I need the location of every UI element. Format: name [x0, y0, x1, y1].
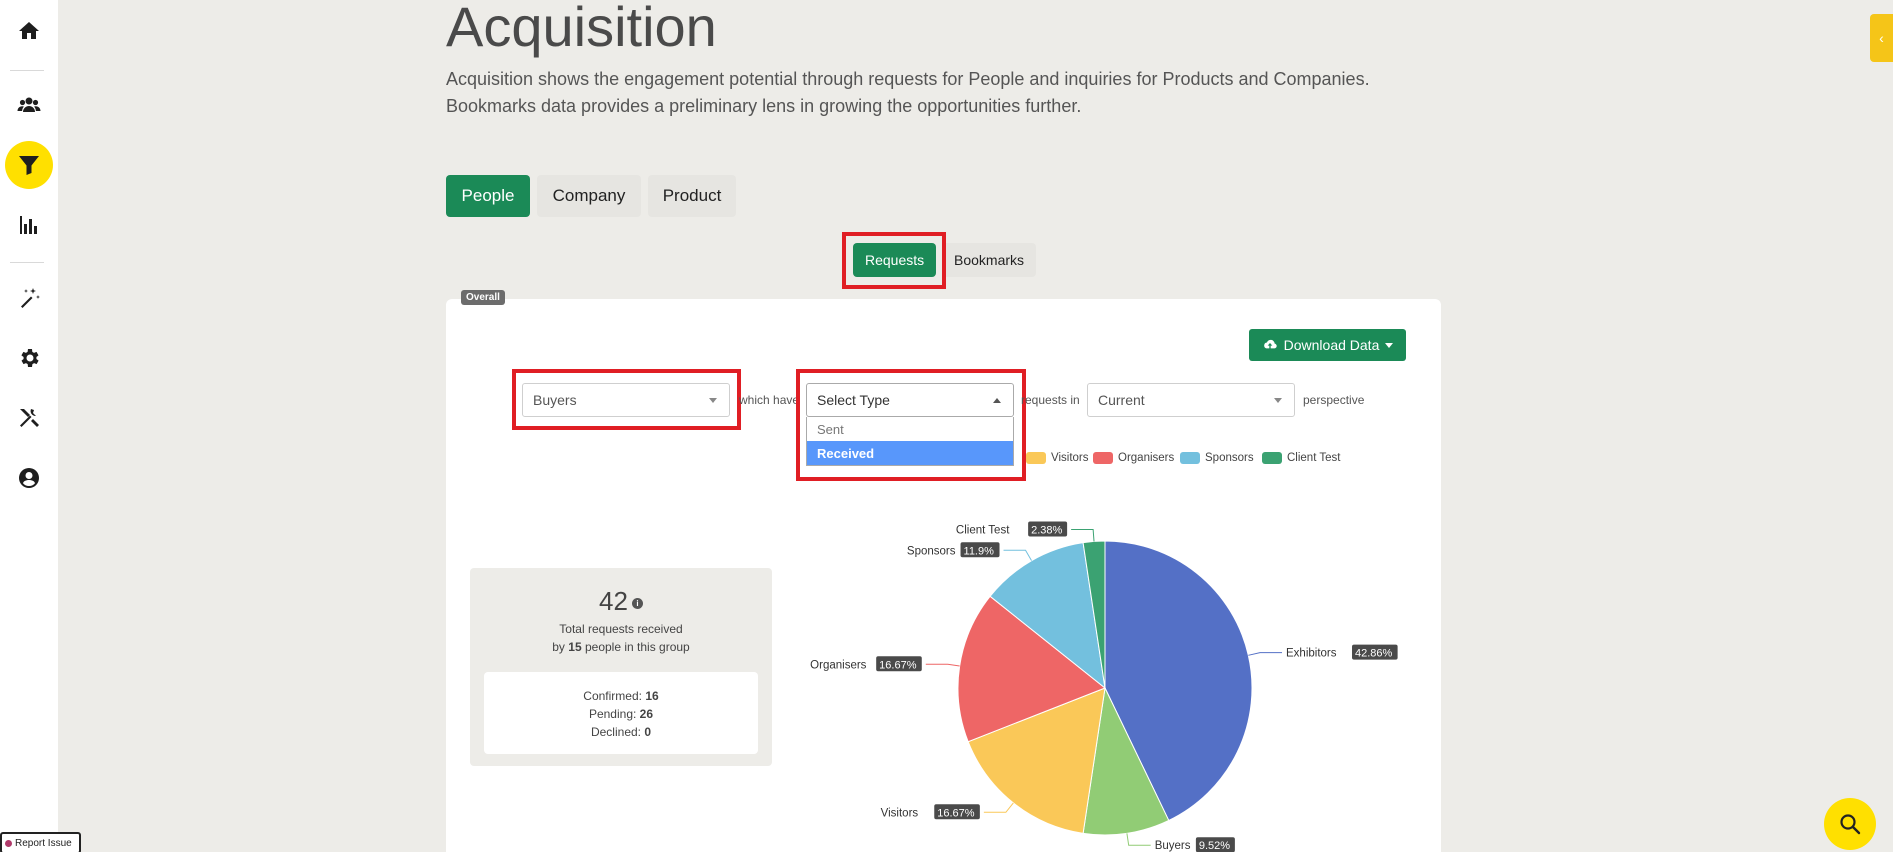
users-icon: [17, 97, 41, 112]
tab-product[interactable]: Product: [648, 175, 736, 217]
subtab-requests[interactable]: Requests: [853, 243, 937, 277]
pie-label-badge: [1028, 521, 1068, 537]
pie-label-value: 16.67%: [937, 807, 975, 819]
pie-label-name: Organisers: [810, 659, 866, 671]
legend-item-client-test[interactable]: Client Test: [1262, 452, 1340, 464]
group-select[interactable]: Buyers: [522, 383, 730, 417]
home-icon: [19, 22, 39, 39]
pie-label-value: 11.9%: [964, 545, 995, 557]
people-count-label: by 15 people in this group: [552, 640, 690, 654]
side-panel-toggle[interactable]: ‹: [1870, 14, 1893, 62]
page-title: Acquisition: [446, 0, 717, 58]
legend-item-organisers[interactable]: Organisers: [1093, 452, 1174, 464]
tab-company[interactable]: Company: [537, 175, 641, 217]
bug-icon: [5, 839, 12, 847]
overall-badge: Overall: [461, 290, 505, 305]
sidebar-item-tools[interactable]: [2, 394, 56, 442]
sidebar-item-magic[interactable]: [2, 274, 56, 322]
total-requests-count: 42 i: [470, 586, 772, 617]
pie-label-line: [1126, 833, 1151, 846]
chevron-down-icon: [1385, 342, 1394, 348]
pie-label-badge: [934, 804, 980, 820]
pie-label-badge: [1352, 644, 1398, 660]
search-fab-button[interactable]: [1824, 798, 1876, 850]
magic-wand-icon: [21, 288, 40, 308]
pie-label-line: [1071, 528, 1095, 542]
perspective-select[interactable]: Current: [1087, 383, 1295, 417]
pie-slice-buyers[interactable]: [1082, 686, 1170, 836]
sidebar-item-analytics[interactable]: [2, 201, 56, 249]
sidebar-item-people[interactable]: [2, 81, 56, 129]
user-circle-icon: [19, 468, 39, 488]
sidebar-item-home[interactable]: [2, 7, 56, 55]
gear-icon: [21, 349, 39, 367]
pie-label-badge: [1195, 837, 1235, 852]
confirmed-row: Confirmed: 16: [583, 689, 659, 703]
tools-icon: [20, 409, 39, 427]
legend-swatch: [1180, 452, 1200, 464]
report-issue-button[interactable]: Report Issue: [0, 832, 81, 852]
sidebar-item-acquisition[interactable]: [2, 141, 56, 189]
filter-text-requests-in: requests in: [1021, 393, 1080, 407]
type-option-received[interactable]: Received: [807, 441, 1013, 465]
filter-text-which-have: which have: [739, 393, 800, 407]
stats-box: 42 i Total requests received by 15 people…: [470, 568, 772, 766]
type-dropdown-menu: Sent Received: [806, 417, 1014, 466]
legend-swatch: [1093, 452, 1113, 464]
pie-slice-organisers[interactable]: [957, 595, 1106, 743]
pie-label-value: 42.86%: [1355, 648, 1393, 660]
pie-label-value: 2.38%: [1031, 524, 1062, 536]
pie-label-line: [1003, 549, 1032, 561]
page-description: Acquisition shows the engagement potenti…: [446, 69, 1370, 116]
sidebar: [0, 0, 58, 852]
pie-label-name: Exhibitors: [1286, 648, 1337, 660]
subtab-bookmarks[interactable]: Bookmarks: [942, 243, 1037, 277]
cloud-download-icon: [1263, 339, 1277, 349]
chevron-down-icon: [709, 398, 717, 403]
search-icon: [1840, 814, 1861, 835]
pie-label-line: [1248, 652, 1283, 656]
pie-label-line: [983, 802, 1014, 813]
legend-swatch: [1026, 452, 1046, 464]
tab-people[interactable]: People: [446, 175, 530, 217]
legend-item-sponsors[interactable]: Sponsors: [1180, 452, 1254, 464]
sidebar-item-settings[interactable]: [2, 334, 56, 382]
pie-slice-sponsors[interactable]: [989, 542, 1106, 690]
pending-row: Pending: 26: [588, 707, 654, 721]
sidebar-item-account[interactable]: [2, 454, 56, 502]
total-requests-label: Total requests received: [559, 622, 683, 636]
pie-label-badge: [876, 656, 922, 672]
pie-label-name: Buyers: [1155, 840, 1191, 852]
type-select[interactable]: Select Type: [806, 383, 1014, 417]
chevron-down-icon: [1274, 398, 1282, 403]
pie-label-name: Sponsors: [907, 545, 956, 557]
info-icon[interactable]: i: [631, 597, 643, 609]
download-data-button[interactable]: Download Data: [1249, 329, 1406, 361]
type-option-sent[interactable]: Sent: [817, 421, 844, 437]
status-breakdown: Confirmed: 16 Pending: 26 Declined: 0: [484, 672, 758, 754]
pie-slice-visitors[interactable]: [967, 687, 1106, 834]
pie-label-line: [925, 663, 960, 667]
pie-label-name: Client Test: [956, 524, 1010, 536]
chevron-left-icon: ‹: [1879, 30, 1884, 46]
pie-label-badge: [960, 542, 1000, 558]
declined-row: Declined: 0: [590, 725, 652, 739]
pie-label-value: 9.52%: [1199, 840, 1230, 852]
bar-chart-icon: [20, 216, 37, 234]
pie-slice-client-test[interactable]: [1082, 540, 1106, 689]
filter-icon: [19, 156, 39, 175]
filter-text-perspective: perspective: [1303, 393, 1365, 407]
pie-label-value: 16.67%: [879, 659, 917, 671]
legend-item-visitors[interactable]: Visitors: [1026, 452, 1089, 464]
legend-swatch: [1262, 452, 1282, 464]
pie-label-name: Visitors: [881, 807, 919, 819]
chevron-up-icon: [993, 398, 1001, 403]
